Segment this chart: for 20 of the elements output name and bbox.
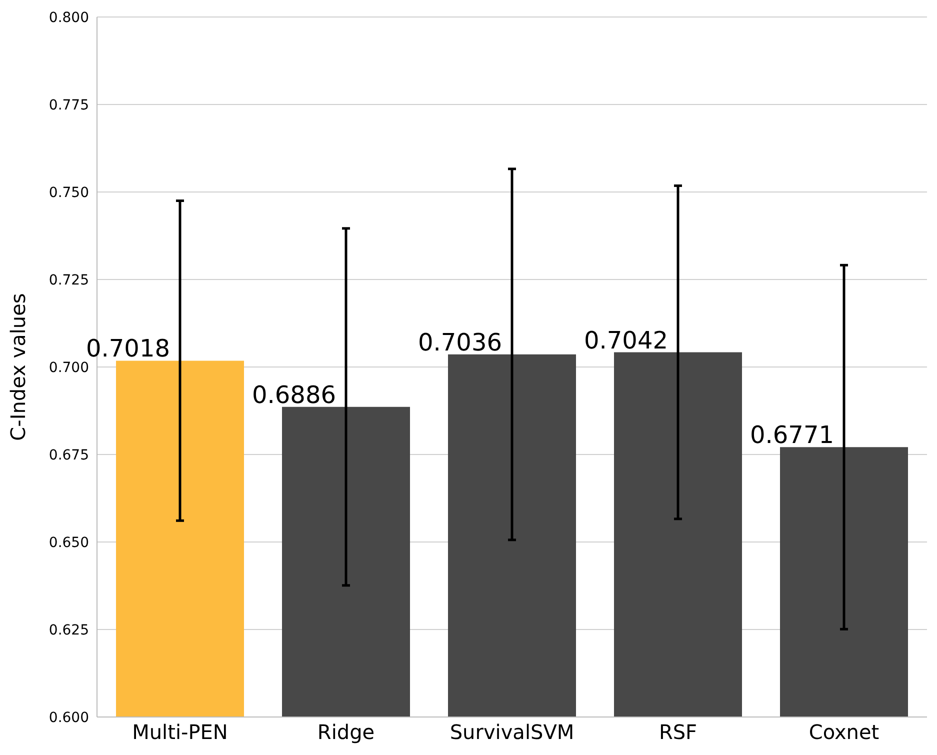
y-tick-label: 0.675	[48, 447, 89, 464]
y-tick-label: 0.650	[48, 534, 89, 551]
y-axis-title: C-Index values	[6, 293, 30, 441]
data-label: 0.7042	[584, 326, 668, 354]
x-tick-label: Ridge	[317, 720, 375, 744]
y-tick-label: 0.800	[48, 10, 89, 26]
y-tick-label: 0.700	[48, 360, 89, 376]
y-tick-label: 0.750	[48, 184, 89, 201]
data-label: 0.6886	[252, 380, 336, 409]
y-tick-label: 0.625	[48, 622, 89, 638]
data-label: 0.7018	[86, 334, 170, 363]
x-tick-label: Coxnet	[808, 720, 880, 744]
x-tick-label: Multi-PEN	[132, 720, 228, 744]
x-tick-label: RSF	[658, 720, 698, 744]
data-label: 0.6771	[750, 421, 834, 450]
y-tick-label: 0.600	[48, 710, 89, 726]
x-tick-label: SurvivalSVM	[450, 720, 574, 744]
y-tick-label: 0.725	[48, 272, 89, 288]
data-label: 0.7036	[418, 328, 502, 356]
y-tick-label: 0.775	[48, 97, 89, 114]
